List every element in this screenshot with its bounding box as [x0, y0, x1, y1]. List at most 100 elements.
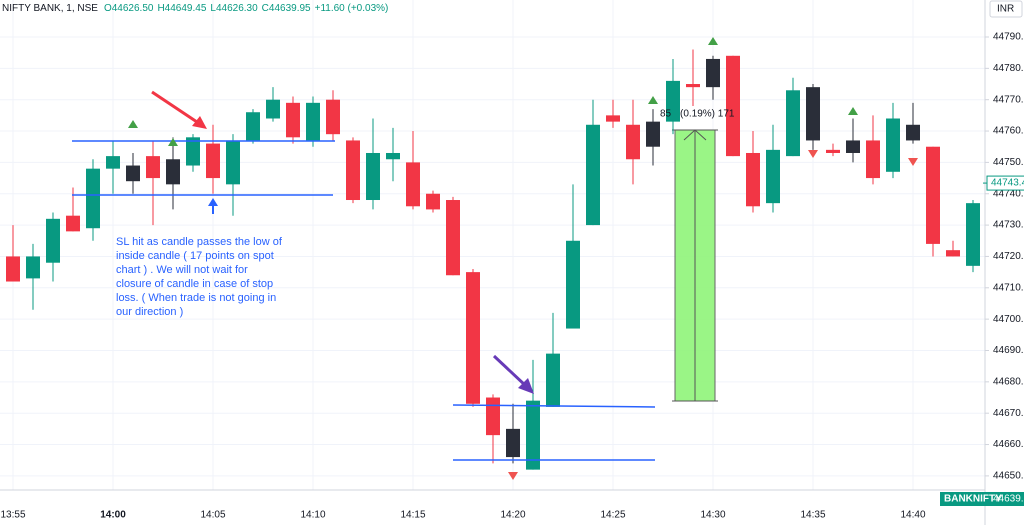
- arrow: [492, 354, 528, 388]
- target-label: 85: [660, 109, 672, 120]
- candle-body: [186, 137, 200, 166]
- candle-body: [646, 121, 660, 147]
- y-tick-label: 44740.00: [993, 188, 1024, 199]
- candle-body: [346, 140, 360, 201]
- candle-body: [426, 193, 440, 210]
- symbol-tag: [940, 492, 1024, 506]
- candle-body: [926, 146, 940, 244]
- annotation: loss. ( When trade is not going in: [116, 292, 276, 304]
- candle-body: [626, 124, 640, 160]
- position-arrow: [683, 129, 707, 141]
- axis: 44650.00 44660.00 44670.00 44680.00 44690.00…: [0, 32, 1024, 521]
- symbol-tag-price: 44639.9: [993, 494, 1024, 505]
- candle-body: [886, 118, 900, 172]
- candle-body: [406, 162, 420, 207]
- symbol-tag-text: BANKNIFTY: [944, 494, 1002, 505]
- arrow-head: [208, 198, 218, 206]
- candle-body: [966, 203, 980, 266]
- candle-body: [46, 218, 60, 263]
- candle-body: [66, 215, 80, 232]
- candle-body: [586, 124, 600, 226]
- buy-signal: [168, 138, 178, 146]
- currency[interactable]: INR: [997, 4, 1014, 15]
- buy-signal: [848, 107, 858, 115]
- x-tick-label: 14:30: [700, 510, 725, 521]
- sell-signal: [808, 150, 818, 158]
- last-price-label: 44743.4: [991, 178, 1024, 189]
- buy-signal: [648, 96, 658, 104]
- candle-body: [246, 112, 260, 141]
- x-tick-label: 14:35: [800, 510, 825, 521]
- x-tick-label: 14:05: [200, 510, 225, 521]
- y-tick-label: 44750.00: [993, 157, 1024, 168]
- annotation: closure of candle in case of stop: [116, 278, 273, 290]
- currency-box[interactable]: [989, 0, 1023, 18]
- candle-body: [906, 124, 920, 141]
- candle-body: [946, 250, 960, 257]
- y-tick-label: 44710.00: [993, 282, 1024, 293]
- candle-body: [26, 256, 40, 279]
- buy-signal: [708, 37, 718, 45]
- candle-body: [826, 149, 840, 153]
- candle-body: [806, 87, 820, 141]
- annotation: SL hit as candle passes the low of: [116, 236, 283, 248]
- arrow-head: [518, 378, 534, 394]
- candle-body: [606, 115, 620, 122]
- arrow: [151, 90, 201, 126]
- x-tick-label: 13:55: [0, 510, 25, 521]
- candle-body: [146, 156, 160, 179]
- target-label: (0.19%) 171: [680, 109, 735, 120]
- candle-body: [866, 140, 880, 179]
- y-tick-label: 44660.00: [993, 439, 1024, 450]
- annotation: chart ) . We will not wait for: [116, 264, 248, 276]
- buy-signal: [128, 120, 138, 128]
- x-tick-label: 14:10: [300, 510, 325, 521]
- trend-line: [452, 404, 656, 408]
- y-tick-label: 44720.00: [993, 251, 1024, 262]
- grid: [0, 0, 985, 490]
- candle-body: [326, 99, 340, 135]
- candle-body: [566, 240, 580, 329]
- candle-body: [226, 140, 240, 185]
- candle-body: [366, 152, 380, 201]
- y-tick-label: 44690.00: [993, 345, 1024, 356]
- annotation: our direction ): [116, 306, 183, 318]
- ohlc: +11.60 (+0.03%): [315, 3, 389, 14]
- candle-body: [206, 143, 220, 179]
- y-tick-label: 44700.00: [993, 314, 1024, 325]
- candle-body: [166, 159, 180, 185]
- candle-body: [386, 152, 400, 160]
- sell-signal: [908, 158, 918, 166]
- y-tick-label: 44730.00: [993, 220, 1024, 231]
- candle-body: [546, 353, 560, 407]
- candle-body: [106, 156, 120, 169]
- last-price-tag: [986, 175, 1024, 191]
- signals: [508, 150, 918, 480]
- y-tick-label: 44780.00: [993, 63, 1024, 74]
- candle-body: [266, 99, 280, 119]
- y-tick-label: 44680.00: [993, 376, 1024, 387]
- candle-body: [506, 428, 520, 458]
- y-tick-label: 44770.00: [993, 94, 1024, 105]
- x-tick-label: 14:25: [600, 510, 625, 521]
- y-tick-label: 44760.00: [993, 126, 1024, 137]
- sell-signal: [508, 472, 518, 480]
- candle-body: [446, 200, 460, 276]
- header: NIFTY BANK, 1, NSE O44626.50 H44649.45 L446…: [2, 3, 388, 14]
- x-tick-label: 14:00: [100, 510, 126, 521]
- candle-body: [666, 80, 680, 122]
- symbol: NIFTY BANK, 1, NSE: [2, 3, 98, 14]
- candle-body: [786, 90, 800, 157]
- signals: [128, 37, 858, 146]
- candle-body: [706, 58, 720, 88]
- candle-body: [846, 140, 860, 153]
- candle-body: [86, 168, 100, 229]
- y-tick-label: 44790.00: [993, 32, 1024, 43]
- x-tick-label: 14:15: [400, 510, 425, 521]
- annotation: inside candle ( 17 points on spot: [116, 250, 274, 262]
- ohlc: L44626.30: [210, 3, 258, 14]
- candle-body: [526, 400, 540, 470]
- ohlc: O44626.50: [104, 3, 154, 14]
- ohlc: H44649.45: [157, 3, 206, 14]
